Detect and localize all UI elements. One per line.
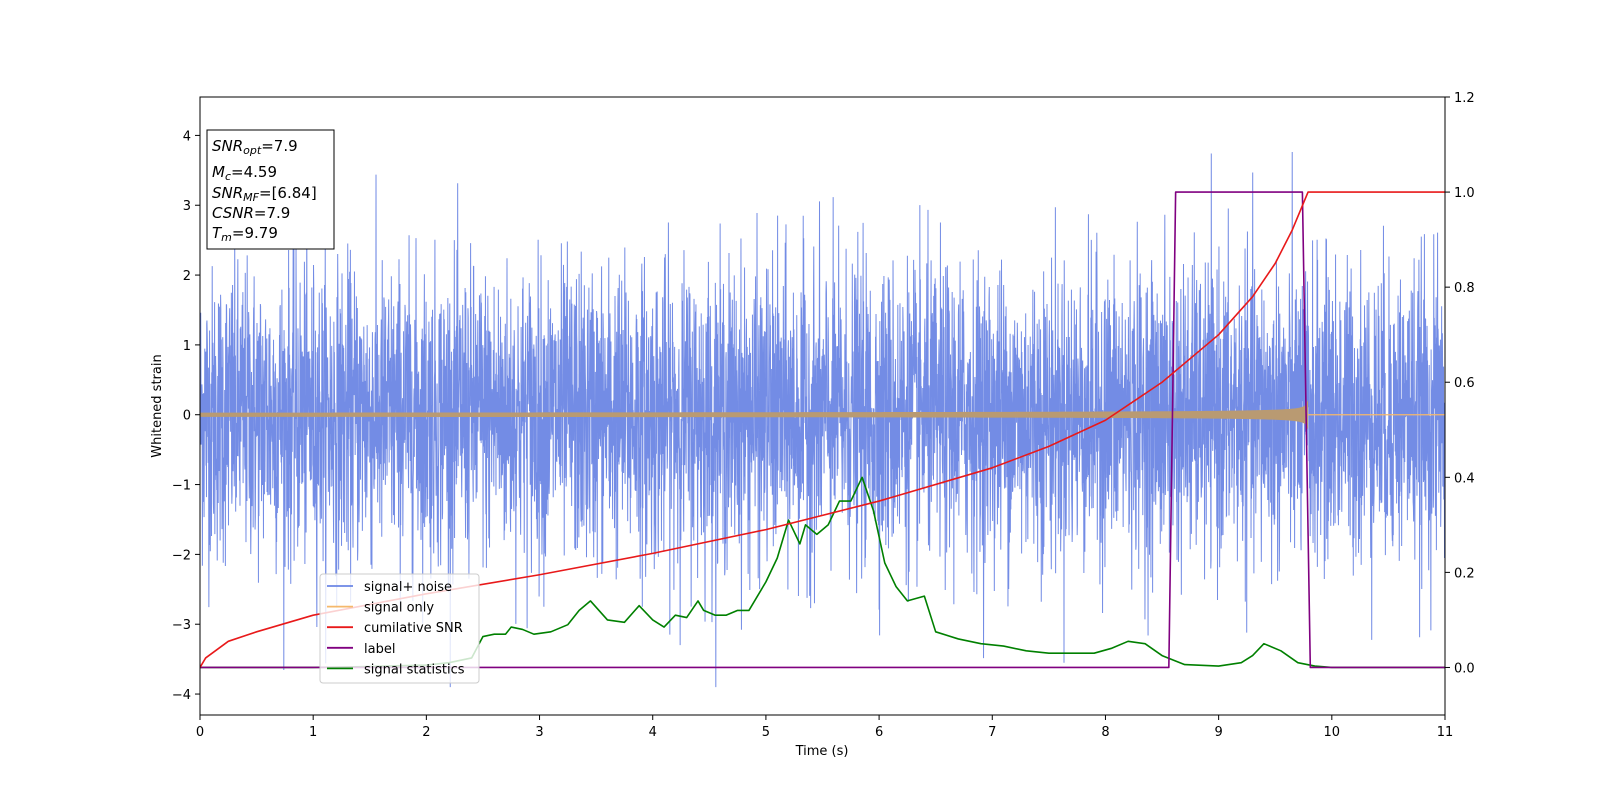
y-right-tick-label: 1.0 xyxy=(1454,186,1475,201)
y-right-tick-label: 0.0 xyxy=(1454,661,1475,676)
legend-label: signal only xyxy=(364,601,434,616)
x-tick-label: 8 xyxy=(1101,725,1109,740)
y-left-tick-label: 4 xyxy=(183,129,191,144)
x-tick-label: 1 xyxy=(309,725,317,740)
info-box: SNRopt=7.9 Mc=4.59 SNRMF=[6.84] CSNR=7.9… xyxy=(206,129,335,250)
y-left-tick-label: −3 xyxy=(172,618,191,633)
y-left-tick-label: −1 xyxy=(172,479,191,494)
y-left-tick-label: 2 xyxy=(183,269,191,284)
series-signal-noise-line xyxy=(200,151,1445,688)
y-right-tick-label: 0.6 xyxy=(1454,376,1475,391)
x-tick-label: 2 xyxy=(422,725,430,740)
y-left-tick-label: −4 xyxy=(172,688,191,703)
y-left-tick-label: 1 xyxy=(183,339,191,354)
y-right-tick-label: 1.2 xyxy=(1454,91,1475,106)
series-signal-statistics-line xyxy=(200,476,1445,669)
legend-frame xyxy=(319,573,480,684)
info-box-frame xyxy=(206,129,335,250)
x-axis-label: Time (s) xyxy=(795,744,849,759)
y-left-tick-label: −2 xyxy=(172,548,191,563)
series-layer xyxy=(200,151,1445,688)
y-right-tick-label: 0.2 xyxy=(1454,566,1475,581)
x-tick-label: 6 xyxy=(875,725,883,740)
legend-label: signal+ noise xyxy=(364,580,452,595)
info-csnr: CSNR=7.9 xyxy=(212,204,290,222)
x-tick-label: 4 xyxy=(649,725,657,740)
x-tick-label: 5 xyxy=(762,725,770,740)
x-tick-label: 9 xyxy=(1214,725,1222,740)
series-signal-only-band xyxy=(200,399,1309,430)
legend-label: cumilative SNR xyxy=(364,621,463,636)
y-right-tick-label: 0.4 xyxy=(1454,471,1475,486)
series-label-line xyxy=(200,191,1445,669)
x-tick-label: 10 xyxy=(1324,725,1341,740)
plot-frame xyxy=(199,96,1446,716)
y-right-axis-ticks: 0.0 0.2 0.4 0.6 0.8 1.0 1.2 xyxy=(1445,91,1475,676)
legend: signal+ noise signal only cumilative SNR la… xyxy=(319,573,480,684)
y-right-tick-label: 0.8 xyxy=(1454,281,1475,296)
legend-label: signal statistics xyxy=(364,662,465,677)
x-tick-label: 0 xyxy=(196,725,204,740)
info-snr-mf: SNRMF=[6.84] xyxy=(212,184,317,204)
info-tm: Tm=9.79 xyxy=(212,224,278,244)
x-tick-label: 3 xyxy=(535,725,543,740)
x-axis-ticks: 0 1 2 3 4 5 6 7 8 9 10 11 xyxy=(196,715,1453,740)
y-left-tick-label: 3 xyxy=(183,199,191,214)
y-left-axis-ticks: −4 −3 −2 −1 0 1 2 3 4 xyxy=(172,129,200,703)
y-axis-label: Whitened strain xyxy=(150,354,165,457)
series-cumulative-snr-line xyxy=(200,191,1445,668)
x-tick-label: 7 xyxy=(988,725,996,740)
info-snr-opt: SNRopt=7.9 xyxy=(212,137,298,157)
x-tick-label: 11 xyxy=(1437,725,1454,740)
y-left-tick-label: 0 xyxy=(183,409,191,424)
legend-label: label xyxy=(364,642,395,657)
info-mc: Mc=4.59 xyxy=(212,163,277,183)
